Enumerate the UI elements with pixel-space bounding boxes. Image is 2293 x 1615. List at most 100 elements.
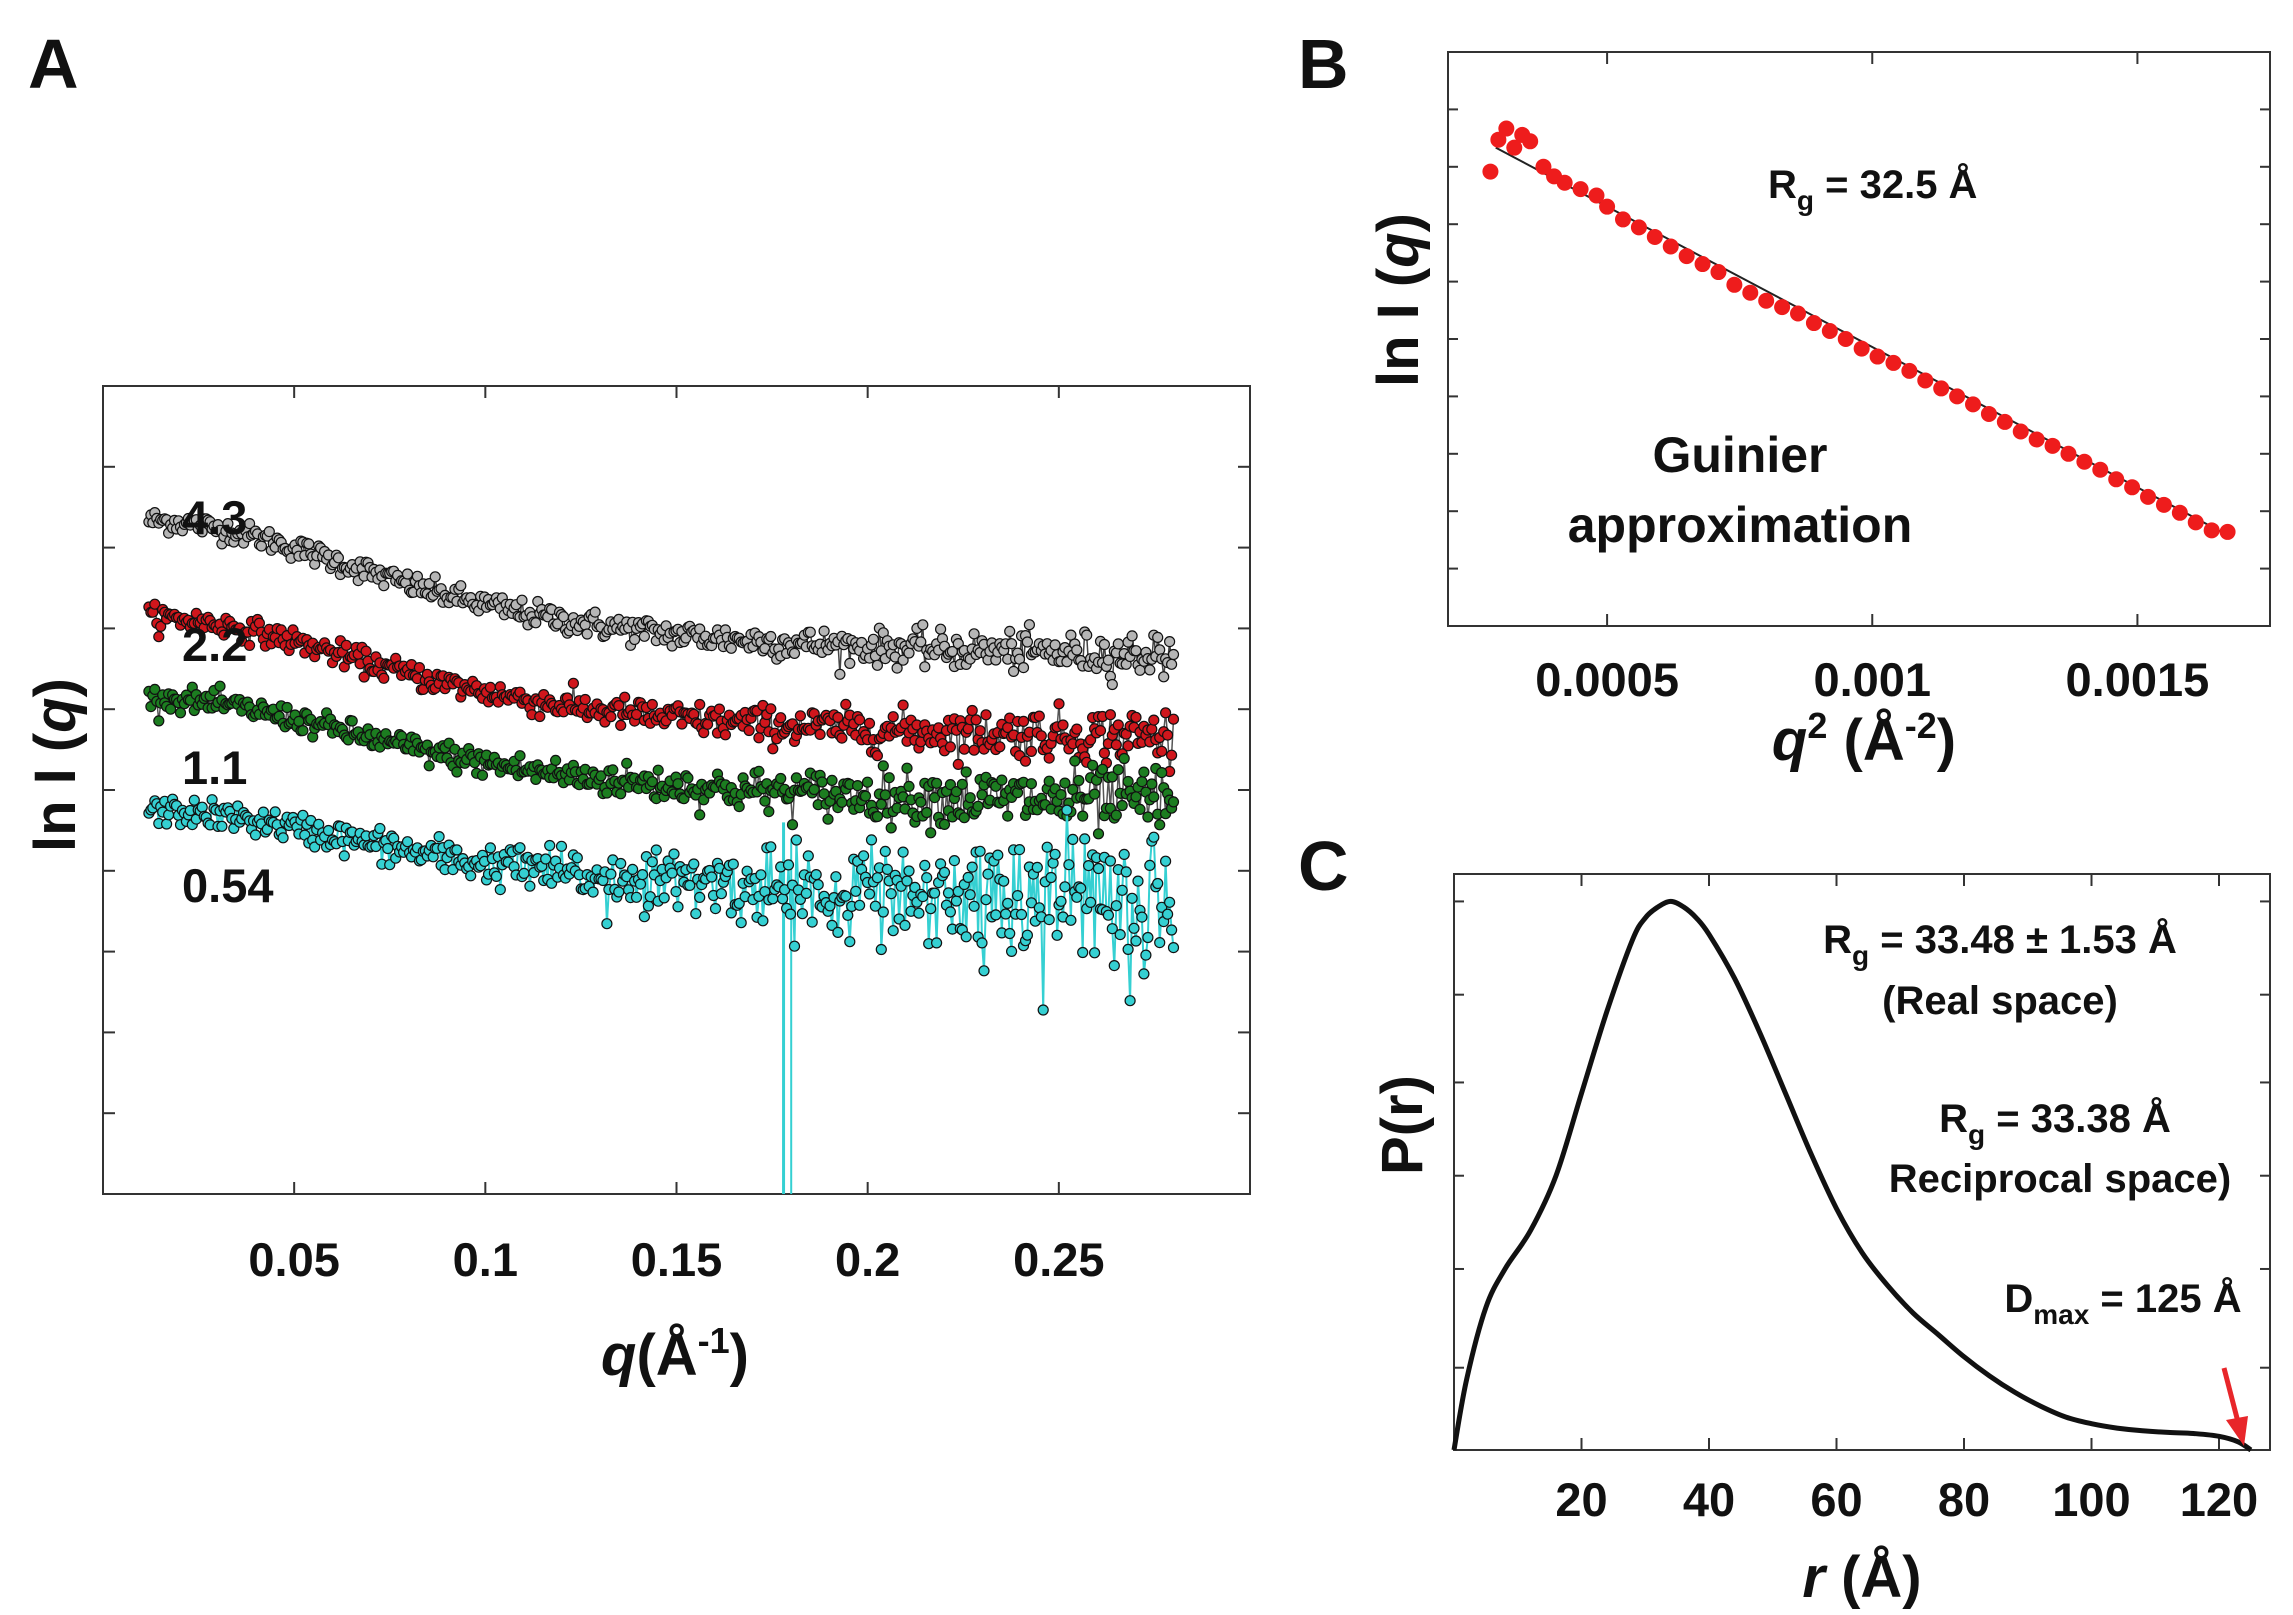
panel-a-point (1025, 897, 1038, 909)
panel-a-point (980, 709, 992, 721)
panel-a-point (1015, 908, 1028, 921)
panel-a-point (1108, 959, 1120, 972)
panel-a-point (524, 880, 536, 892)
panel-a-point (1167, 796, 1180, 808)
panel-a-point (1088, 788, 1101, 800)
panel-a-point (840, 698, 852, 711)
panel-a-point (877, 760, 889, 772)
panel-a-point (790, 772, 803, 784)
panel-a-point (757, 915, 769, 927)
panel-b-point (1506, 139, 1523, 156)
panel-a-point (1082, 859, 1095, 872)
panel-c-rg-real-note: (Real space) (1882, 979, 2118, 1023)
panel-a-x-tick-label: 0.05 (248, 1233, 339, 1286)
panel-a-point (960, 931, 972, 943)
panel-a-point (557, 611, 570, 623)
panel-c-rg-real: Rg = 33.48 ± 1.53 Å (1823, 917, 2177, 971)
panel-c-y-axis-title: P(r) (1370, 1075, 1435, 1175)
panel-a-point (881, 863, 893, 876)
panel-a-point (1122, 943, 1134, 956)
panel-a-point (589, 606, 601, 618)
panel-a-point (1017, 715, 1030, 728)
panel-a-series-label: 4.3 (182, 491, 247, 544)
panel-a-letter: A (28, 25, 79, 103)
panel-a-point (844, 936, 856, 948)
panel-a-point (646, 776, 658, 788)
panel-a-point (1148, 714, 1160, 726)
panel-a-point (1106, 923, 1118, 935)
panel-a-point (990, 909, 1002, 921)
panel-a-point (672, 778, 684, 790)
panel-a-point (196, 801, 208, 813)
panel-a-point (715, 888, 728, 900)
panel-a-point (646, 856, 658, 868)
panel-a-point (1071, 723, 1083, 735)
panel-a-point (1004, 625, 1016, 638)
panel-a-point (1019, 755, 1032, 767)
panel-a-point (413, 661, 425, 674)
panel-a-point (530, 773, 542, 786)
panel-a-point (885, 888, 897, 900)
panel-b-x-tick-label: 0.001 (1813, 653, 1931, 706)
panel-a-point (859, 790, 872, 802)
panel-a-point (634, 878, 647, 890)
panel-a-point (944, 778, 957, 791)
panel-a-point (806, 916, 818, 928)
panel-a-point (938, 818, 951, 831)
panel-a-point (1013, 843, 1026, 856)
panel-a-x-tick-label: 0.2 (835, 1233, 900, 1286)
panel-a-point (753, 765, 765, 778)
panel-a-point (725, 642, 737, 654)
panel-b-point (1726, 276, 1743, 293)
panel-a-point (964, 792, 976, 804)
panel-b-point (1588, 187, 1605, 204)
panel-a-point (950, 785, 963, 798)
panel-a-point (822, 813, 834, 825)
panel-a-point (978, 965, 990, 977)
panel-b-point (1646, 228, 1663, 245)
panel-a-point (1161, 729, 1174, 741)
panel-a-point (826, 919, 838, 932)
panel-b-point (1901, 362, 1918, 379)
panel-a-point (1021, 929, 1034, 941)
panel-a-point (863, 717, 876, 730)
panel-b-point (1774, 299, 1791, 316)
panel-a-point (1122, 740, 1134, 752)
panel-a-point (980, 894, 992, 906)
panel-a-point (782, 859, 795, 871)
panel-a-point (903, 865, 915, 877)
panel-a-point (836, 796, 848, 808)
panel-a-point (903, 780, 915, 793)
panel-a-point (776, 893, 789, 905)
panel-a-point (853, 714, 866, 726)
panel-a-point (1004, 927, 1016, 940)
panel-c-x-ticks: 20 40 60 80 100 120 (1555, 874, 2258, 1526)
panel-a-point (1098, 747, 1111, 759)
panel-a-point (587, 886, 599, 898)
panel-c-y-ticks (1454, 900, 2270, 1369)
panel-a-point (960, 766, 972, 778)
panel-a-point (1144, 664, 1156, 676)
panel-a-point (668, 848, 680, 860)
panel-b-y-ticks (1448, 108, 2270, 570)
panel-a-point (1067, 833, 1079, 846)
panel-a-point (1106, 771, 1118, 783)
panel-a-point (1163, 896, 1176, 908)
panel-a-point (196, 526, 208, 538)
panel-a-point (1167, 648, 1180, 661)
panel-b-point (1694, 256, 1711, 273)
panel-a-point (263, 525, 275, 538)
panel-b-point (2060, 445, 2077, 462)
panel-a-point (1118, 752, 1130, 765)
panel-a-point (836, 732, 848, 744)
panel-a-point (944, 741, 957, 753)
panel-a-point (621, 757, 633, 769)
panel-a-point (857, 850, 870, 862)
panel-a-point (1116, 799, 1128, 812)
panel-a-point (1043, 752, 1055, 764)
panel-a-point (607, 764, 619, 776)
panel-a-point (401, 836, 414, 848)
panel-a-point (549, 754, 562, 767)
panel-a-point (921, 872, 933, 884)
panel-c-rg-reciprocal: Rg = 33.38 Å (1939, 1096, 2171, 1150)
